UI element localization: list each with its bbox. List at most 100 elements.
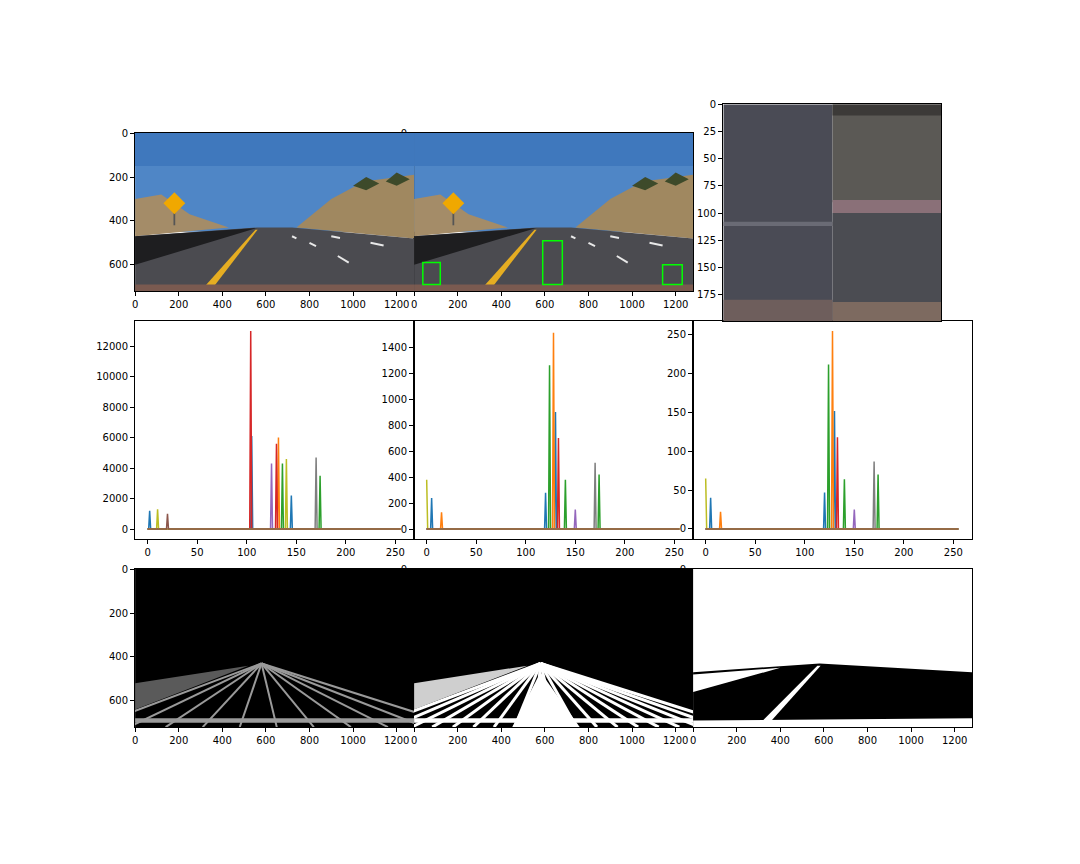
svg-text:600: 600 (256, 299, 275, 310)
svg-text:200: 200 (667, 608, 686, 619)
svg-text:1200: 1200 (382, 368, 407, 379)
svg-text:800: 800 (858, 735, 877, 746)
svg-text:175: 175 (697, 289, 716, 300)
svg-text:200: 200 (169, 299, 188, 310)
svg-text:6000: 6000 (103, 432, 128, 443)
svg-text:250: 250 (944, 547, 963, 558)
svg-text:100: 100 (237, 547, 256, 558)
svg-text:1200: 1200 (384, 299, 409, 310)
svg-text:800: 800 (388, 420, 407, 431)
svg-text:100: 100 (516, 547, 535, 558)
svg-text:12000: 12000 (96, 341, 128, 352)
svg-text:0: 0 (401, 564, 407, 575)
svg-text:400: 400 (492, 735, 511, 746)
svg-text:1400: 1400 (382, 342, 407, 353)
svg-text:200: 200 (109, 608, 128, 619)
svg-text:10000: 10000 (96, 371, 128, 382)
svg-text:200: 200 (448, 299, 467, 310)
svg-text:0: 0 (122, 524, 128, 535)
svg-text:0: 0 (401, 524, 407, 535)
svg-text:250: 250 (667, 329, 686, 340)
svg-text:1200: 1200 (663, 299, 688, 310)
svg-text:1200: 1200 (663, 735, 688, 746)
svg-text:600: 600 (109, 695, 128, 706)
svg-text:0: 0 (122, 564, 128, 575)
svg-text:800: 800 (579, 299, 598, 310)
svg-text:250: 250 (665, 547, 684, 558)
svg-text:400: 400 (213, 299, 232, 310)
svg-text:100: 100 (795, 547, 814, 558)
svg-text:400: 400 (213, 735, 232, 746)
svg-text:50: 50 (749, 547, 762, 558)
svg-text:400: 400 (771, 735, 790, 746)
svg-text:250: 250 (386, 547, 405, 558)
svg-text:150: 150 (566, 547, 585, 558)
svg-text:600: 600 (814, 735, 833, 746)
svg-text:125: 125 (697, 235, 716, 246)
svg-text:0: 0 (411, 735, 417, 746)
svg-text:0: 0 (710, 99, 716, 110)
svg-text:200: 200 (169, 735, 188, 746)
svg-text:1200: 1200 (942, 735, 967, 746)
svg-text:0: 0 (411, 299, 417, 310)
svg-text:400: 400 (388, 472, 407, 483)
svg-text:200: 200 (894, 547, 913, 558)
svg-text:600: 600 (535, 735, 554, 746)
svg-text:0: 0 (680, 523, 686, 534)
svg-text:0: 0 (144, 547, 150, 558)
svg-text:600: 600 (667, 695, 686, 706)
svg-text:400: 400 (667, 651, 686, 662)
svg-text:1000: 1000 (619, 299, 644, 310)
svg-text:0: 0 (132, 735, 138, 746)
svg-text:0: 0 (401, 128, 407, 139)
svg-text:400: 400 (109, 215, 128, 226)
svg-text:0: 0 (132, 299, 138, 310)
svg-text:25: 25 (703, 126, 716, 137)
svg-text:400: 400 (492, 299, 511, 310)
svg-text:2000: 2000 (103, 493, 128, 504)
svg-text:600: 600 (256, 735, 275, 746)
svg-text:200: 200 (727, 735, 746, 746)
svg-text:4000: 4000 (103, 463, 128, 474)
svg-text:0: 0 (680, 564, 686, 575)
svg-text:200: 200 (109, 172, 128, 183)
svg-text:0: 0 (423, 547, 429, 558)
svg-text:100: 100 (667, 446, 686, 457)
svg-text:200: 200 (336, 547, 355, 558)
svg-text:1000: 1000 (340, 299, 365, 310)
svg-text:600: 600 (535, 299, 554, 310)
svg-text:150: 150 (667, 407, 686, 418)
svg-text:0: 0 (702, 547, 708, 558)
svg-text:600: 600 (388, 695, 407, 706)
svg-text:400: 400 (109, 651, 128, 662)
svg-text:75: 75 (703, 180, 716, 191)
svg-text:200: 200 (388, 608, 407, 619)
svg-text:200: 200 (667, 368, 686, 379)
svg-text:1200: 1200 (384, 735, 409, 746)
svg-text:400: 400 (388, 215, 407, 226)
svg-text:50: 50 (703, 153, 716, 164)
svg-text:800: 800 (300, 735, 319, 746)
svg-text:50: 50 (673, 485, 686, 496)
svg-text:0: 0 (690, 735, 696, 746)
svg-text:50: 50 (191, 547, 204, 558)
svg-text:150: 150 (287, 547, 306, 558)
svg-text:150: 150 (697, 262, 716, 273)
svg-text:600: 600 (109, 259, 128, 270)
svg-text:200: 200 (388, 498, 407, 509)
svg-text:1000: 1000 (340, 735, 365, 746)
svg-text:400: 400 (388, 651, 407, 662)
svg-text:1000: 1000 (898, 735, 923, 746)
svg-text:8000: 8000 (103, 402, 128, 413)
svg-text:600: 600 (388, 446, 407, 457)
svg-text:200: 200 (615, 547, 634, 558)
svg-text:50: 50 (470, 547, 483, 558)
svg-text:1000: 1000 (382, 394, 407, 405)
svg-text:200: 200 (388, 172, 407, 183)
svg-text:1000: 1000 (619, 735, 644, 746)
svg-text:600: 600 (388, 259, 407, 270)
svg-text:150: 150 (845, 547, 864, 558)
svg-text:800: 800 (579, 735, 598, 746)
svg-text:100: 100 (697, 208, 716, 219)
svg-text:800: 800 (300, 299, 319, 310)
